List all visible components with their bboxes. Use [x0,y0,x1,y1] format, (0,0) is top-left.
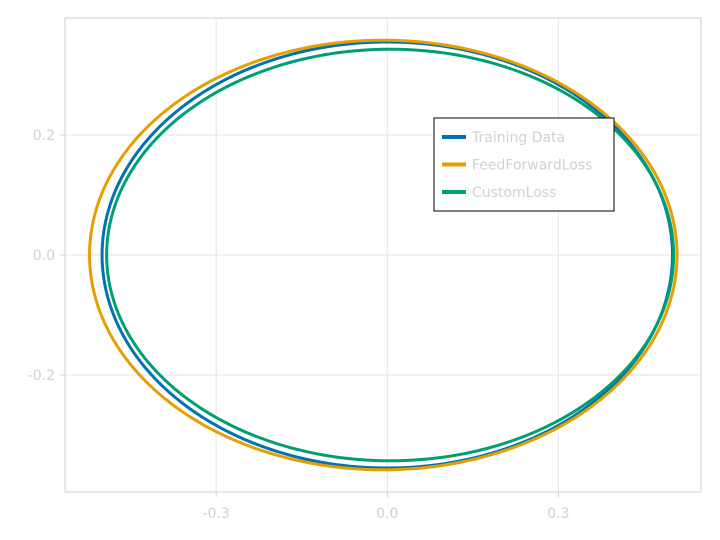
y-tick-label: -0.2 [28,368,55,384]
series-customloss-line [105,47,676,463]
x-tick-label: 0.3 [547,506,569,522]
y-tick-label: 0.2 [33,128,55,144]
x-tick-labels: -0.3 0.0 0.3 [202,492,570,522]
x-tick-label: -0.3 [202,506,229,522]
y-tick-labels: -0.2 0.0 0.2 [28,128,65,384]
series-training-data-line [100,40,674,470]
legend-label-training-data: Training Data [471,130,565,146]
legend-label-customloss: CustomLoss [472,185,556,201]
x-tick-label: 0.0 [376,506,398,522]
legend-label-feedforwardloss: FeedForwardLoss [472,158,592,174]
series-group [88,38,679,472]
series-feedforwardloss-line [88,38,679,472]
y-tick-label: 0.0 [33,248,55,264]
legend: Training Data FeedForwardLoss CustomLoss [433,117,615,212]
